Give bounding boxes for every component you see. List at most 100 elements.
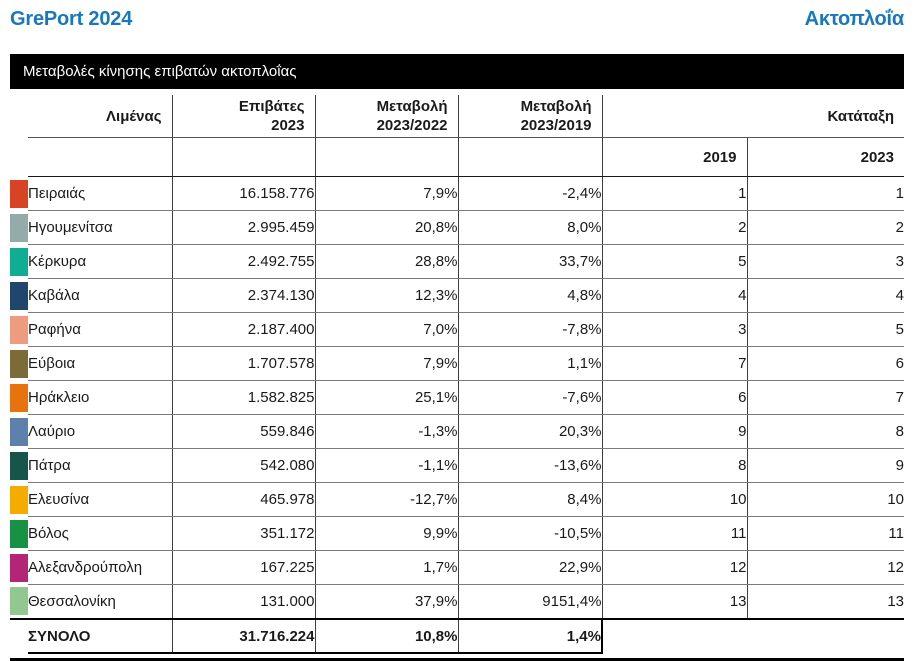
table-header-row-1: Λιμένας Επιβάτες 2023 Μεταβολή 2023/2022… — [10, 95, 904, 138]
change-2023-2019-cell: 22,9% — [457, 550, 602, 585]
table-title-bar: Μεταβολές κίνησης επιβατών ακτοπλοΐας — [10, 54, 904, 89]
total-rank-2023-empty — [747, 618, 904, 653]
row-swatch-cell — [10, 551, 28, 585]
table-row: Βόλος 351.172 9,9% -10,5% 11 11 — [10, 516, 904, 551]
table-row: Αλεξανδρούπολη 167.225 1,7% 22,9% 12 12 — [10, 550, 904, 585]
table-row: Πειραιάς 16.158.776 7,9% -2,4% 1 1 — [10, 176, 904, 211]
row-swatch-cell — [10, 585, 28, 620]
rank-2019-cell: 9 — [601, 414, 747, 449]
passengers-cell: 16.158.776 — [171, 176, 315, 211]
row-swatch-cell — [10, 517, 28, 551]
passengers-cell: 2.995.459 — [171, 210, 315, 245]
change-2023-2022-cell: 7,9% — [314, 176, 458, 211]
change-2023-2022-cell: 12,3% — [314, 278, 458, 313]
table-row: Ελευσίνα 465.978 -12,7% 8,4% 10 10 — [10, 482, 904, 517]
rank-2023-cell: 9 — [746, 448, 904, 483]
port-name-cell: Εύβοια — [28, 346, 172, 381]
total-change-2023-2022-cell: 10,8% — [314, 618, 458, 654]
masthead: GrePort 2024 Ακτοπλοΐα — [10, 8, 904, 54]
total-passengers-cell: 31.716.224 — [171, 618, 315, 654]
table-row: Κέρκυρα 2.492.755 28,8% 33,7% 5 3 — [10, 244, 904, 279]
rank-2019-cell: 2 — [601, 210, 747, 245]
rank-2023-cell: 12 — [746, 550, 904, 585]
change-2023-2019-cell: 1,1% — [457, 346, 602, 381]
change-2023-2019-cell: -10,5% — [457, 516, 602, 551]
report-page: GrePort 2024 Ακτοπλοΐα Μεταβολές κίνησης… — [10, 8, 905, 661]
rank-2023-cell: 2 — [746, 210, 904, 245]
rank-2023-cell: 8 — [746, 414, 904, 449]
change-2023-2019-cell: 20,3% — [457, 414, 602, 449]
rank-2019-cell: 6 — [601, 380, 747, 415]
table-row: Καβάλα 2.374.130 12,3% 4,8% 4 4 — [10, 278, 904, 313]
rank-2023-cell: 10 — [746, 482, 904, 517]
rank-2019-cell: 10 — [601, 482, 747, 517]
header-empty-change1 — [314, 137, 458, 177]
header-change1-line1: Μεταβολή — [376, 98, 448, 115]
table-header-row-2: 2019 2023 — [10, 137, 904, 177]
port-name-cell: Ηράκλειο — [28, 380, 172, 415]
change-2023-2019-cell: 8,0% — [457, 210, 602, 245]
passengers-cell: 465.978 — [171, 482, 315, 517]
port-color-swatch — [10, 587, 28, 616]
row-swatch-cell — [10, 211, 28, 245]
rank-2019-cell: 11 — [601, 516, 747, 551]
table-row: Ηράκλειο 1.582.825 25,1% -7,6% 6 7 — [10, 380, 904, 415]
port-color-swatch — [10, 519, 28, 548]
table-body: Πειραιάς 16.158.776 7,9% -2,4% 1 1 Ηγουμ… — [10, 176, 904, 620]
rank-2023-cell: 7 — [746, 380, 904, 415]
port-name-cell: Κέρκυρα — [28, 244, 172, 279]
port-color-swatch — [10, 383, 28, 412]
change-2023-2019-cell: -2,4% — [457, 176, 602, 211]
change-2023-2019-cell: 8,4% — [457, 482, 602, 517]
row-swatch-cell — [10, 483, 28, 517]
doc-title: GrePort 2024 — [10, 8, 133, 30]
passengers-cell: 167.225 — [171, 550, 315, 585]
port-name-cell: Καβάλα — [28, 278, 172, 313]
port-color-swatch — [10, 281, 28, 310]
row-swatch-cell — [10, 245, 28, 279]
port-name-cell: Βόλος — [28, 516, 172, 551]
port-name-cell: Λαύριο — [28, 414, 172, 449]
header-change2-line1: Μεταβολή — [520, 98, 592, 115]
rank-2019-cell: 13 — [601, 584, 747, 620]
change-2023-2019-cell: 9151,4% — [457, 584, 602, 620]
port-color-swatch — [10, 247, 28, 276]
rank-2019-cell: 5 — [601, 244, 747, 279]
rank-2019-cell: 8 — [601, 448, 747, 483]
header-empty-port — [28, 137, 172, 177]
row-swatch-cell — [10, 449, 28, 483]
change-2023-2019-cell: -13,6% — [457, 448, 602, 483]
rank-2019-cell: 7 — [601, 346, 747, 381]
passengers-cell: 559.846 — [171, 414, 315, 449]
change-2023-2022-cell: 9,9% — [314, 516, 458, 551]
change-2023-2022-cell: 25,1% — [314, 380, 458, 415]
row-swatch-cell — [10, 381, 28, 415]
swatch-column-header — [10, 95, 28, 138]
rank-2019-cell: 1 — [601, 176, 747, 211]
header-port: Λιμένας — [28, 95, 172, 138]
change-2023-2022-cell: 28,8% — [314, 244, 458, 279]
change-2023-2019-cell: -7,6% — [457, 380, 602, 415]
rank-2023-cell: 3 — [746, 244, 904, 279]
header-rank-2023: 2023 — [746, 137, 904, 177]
port-color-swatch — [10, 315, 28, 344]
header-change2-line2: 2023/2019 — [520, 117, 592, 134]
change-2023-2022-cell: -12,7% — [314, 482, 458, 517]
rank-2019-cell: 3 — [601, 312, 747, 347]
rank-2019-cell: 4 — [601, 278, 747, 313]
table-row: Πάτρα 542.080 -1,1% -13,6% 8 9 — [10, 448, 904, 483]
port-name-cell: Ηγουμενίτσα — [28, 210, 172, 245]
total-label-cell: ΣΥΝΟΛΟ — [28, 618, 172, 654]
change-2023-2022-cell: -1,1% — [314, 448, 458, 483]
table-row: Ραφήνα 2.187.400 7,0% -7,8% 3 5 — [10, 312, 904, 347]
header-change1-line2: 2023/2022 — [376, 117, 448, 134]
table-row: Θεσσαλονίκη 131.000 37,9% 9151,4% 13 13 — [10, 584, 904, 620]
port-name-cell: Ελευσίνα — [28, 482, 172, 517]
change-2023-2022-cell: 37,9% — [314, 584, 458, 620]
header-rank-2019: 2019 — [601, 137, 747, 177]
table-row: Λαύριο 559.846 -1,3% 20,3% 9 8 — [10, 414, 904, 449]
change-2023-2022-cell: 7,0% — [314, 312, 458, 347]
rank-2023-cell: 6 — [746, 346, 904, 381]
change-2023-2019-cell: -7,8% — [457, 312, 602, 347]
header-empty-change2 — [457, 137, 602, 177]
